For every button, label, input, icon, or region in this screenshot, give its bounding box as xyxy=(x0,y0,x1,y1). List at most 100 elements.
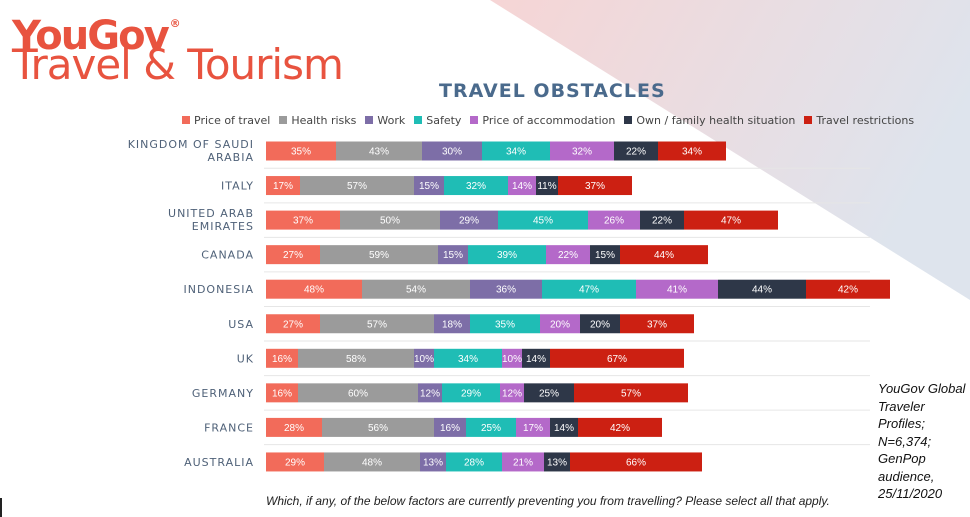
bar-row: USA 27% 57% 18% 35% 20% 20% 37% xyxy=(228,314,694,334)
survey-question: Which, if any, of the below factors are … xyxy=(266,494,830,508)
bar-row: INDONESIA 48% 54% 36% 47% 41% 44% 42% xyxy=(183,279,890,299)
bar-segment xyxy=(498,210,588,230)
bar-segment xyxy=(266,452,324,472)
data-label: 56% xyxy=(368,423,388,434)
legend-swatch xyxy=(365,116,374,124)
legend-item: Price of accommodation xyxy=(470,114,615,127)
bar-segment xyxy=(362,279,470,299)
chart-title: TRAVEL OBSTACLES xyxy=(439,80,666,102)
source-line: Profiles; xyxy=(878,416,925,431)
bar-segment xyxy=(446,452,502,472)
data-label: 10% xyxy=(414,354,434,365)
bar-segment xyxy=(718,279,806,299)
data-label: 22% xyxy=(558,250,578,261)
data-label: 57% xyxy=(621,388,641,399)
source-line: GenPop xyxy=(878,451,926,466)
data-label: 42% xyxy=(610,423,630,434)
report-subtitle: Travel & Tourism xyxy=(12,40,344,89)
data-label: 16% xyxy=(272,388,292,399)
data-label: 11% xyxy=(537,181,556,192)
bar-segment xyxy=(266,176,300,196)
data-label: 16% xyxy=(272,354,292,365)
data-label: 44% xyxy=(654,250,674,261)
category-label: ITALY xyxy=(221,180,254,193)
data-label: 67% xyxy=(607,354,627,365)
data-label: 22% xyxy=(626,147,646,158)
legend-label: Safety xyxy=(426,113,462,127)
bar-row: AUSTRALIA 29% 48% 13% 28% 21% 13% 66% xyxy=(184,452,702,472)
legend-item: Health risks xyxy=(279,114,356,127)
bar-segment xyxy=(516,417,550,437)
data-label: 30% xyxy=(442,147,462,158)
data-label: 50% xyxy=(380,216,400,227)
data-label: 14% xyxy=(526,354,546,365)
bar-segment xyxy=(434,314,470,334)
source-note: YouGov Global Traveler Profiles; N=6,374; Ge… xyxy=(878,380,970,503)
bar-segment xyxy=(466,417,516,437)
legend-label: Health risks xyxy=(291,113,357,127)
data-label: 66% xyxy=(626,457,646,468)
data-label: 37% xyxy=(293,216,313,227)
category-label: GERMANY xyxy=(192,387,254,400)
data-label: 14% xyxy=(512,181,532,192)
bar-segment xyxy=(502,348,522,368)
data-label: 13% xyxy=(547,457,567,468)
category-label: USA xyxy=(228,318,254,331)
bar-segment xyxy=(620,314,694,334)
category-label: FRANCE xyxy=(204,421,254,434)
data-label: 20% xyxy=(590,319,610,330)
data-label: 37% xyxy=(585,181,605,192)
source-line: Traveler xyxy=(878,398,925,414)
bar-segment xyxy=(470,314,540,334)
data-label: 47% xyxy=(721,216,741,227)
bar-segment xyxy=(266,417,322,437)
bar-segment xyxy=(266,245,320,265)
data-label: 35% xyxy=(495,319,515,330)
data-label: 29% xyxy=(461,388,481,399)
bar-segment xyxy=(414,348,434,368)
data-label: 32% xyxy=(572,147,592,158)
bar-segment xyxy=(434,348,502,368)
data-label: 28% xyxy=(284,423,304,434)
bar-segment xyxy=(324,452,420,472)
bar-segment xyxy=(266,383,298,403)
data-label: 25% xyxy=(481,423,501,434)
bar-segment xyxy=(550,348,684,368)
data-label: 57% xyxy=(347,181,367,192)
data-label: 48% xyxy=(362,457,382,468)
bar-segment xyxy=(508,176,536,196)
data-label: 14% xyxy=(554,423,574,434)
data-label: 32% xyxy=(466,181,486,192)
bar-segment xyxy=(588,210,640,230)
bar-segment xyxy=(636,279,718,299)
category-label: CANADA xyxy=(201,249,254,262)
bar-segment xyxy=(590,245,620,265)
data-label: 58% xyxy=(346,354,366,365)
data-label: 22% xyxy=(652,216,672,227)
data-label: 12% xyxy=(502,388,522,399)
legend-swatch xyxy=(470,116,479,124)
data-label: 20% xyxy=(550,319,570,330)
legend-item: Own / family health situation xyxy=(624,114,795,127)
category-label: AUSTRALIA xyxy=(184,456,254,469)
bar-segment xyxy=(550,141,614,161)
bar-segment xyxy=(502,452,544,472)
data-label: 43% xyxy=(369,147,389,158)
data-label: 15% xyxy=(443,250,463,261)
legend-swatch xyxy=(182,116,190,124)
bar-row: KINGDOM OF SAUDI ARABIA 35% 43% 30% 34% 32% 22%… xyxy=(128,138,726,164)
data-label: 57% xyxy=(367,319,387,330)
bar-row: GERMANY 16% 60% 12% 29% 12% 25% 57% xyxy=(192,383,688,403)
yougov-logo: YouGov ® xyxy=(12,0,181,60)
data-label: 39% xyxy=(497,250,517,261)
bar-segment xyxy=(542,279,636,299)
data-label: 35% xyxy=(291,147,311,158)
bar-segment xyxy=(574,383,688,403)
bar-segment xyxy=(420,452,446,472)
bar-row: UNITED ARAB EMIRATES 37% 50% 29% 45% 26% 22% 47% xyxy=(168,207,778,233)
bar-segment xyxy=(266,141,336,161)
data-label: 21% xyxy=(513,457,533,468)
bar-segment xyxy=(570,452,702,472)
legend-swatch xyxy=(804,116,813,124)
category-label: INDONESIA xyxy=(183,283,254,296)
